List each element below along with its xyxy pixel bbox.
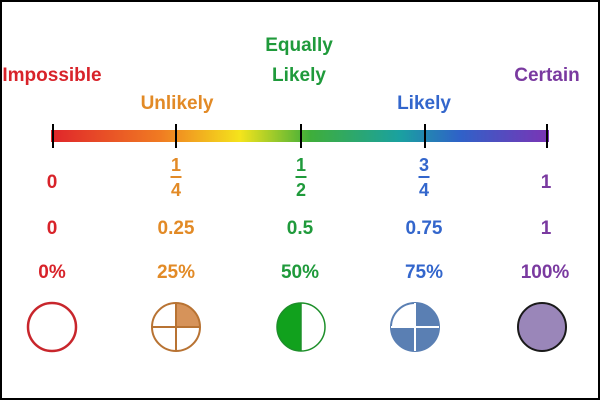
fraction-half-den: 2 [295,180,306,200]
percent-quarter: 25% [156,262,196,283]
fraction-three-quarters-bar [418,176,430,178]
fraction-quarter-num: 1 [170,155,181,175]
decimal-half: 0.5 [286,218,314,239]
fraction-three-quarters-den: 4 [418,180,429,200]
percent-1: 100% [520,262,570,283]
decimal-0: 0 [46,218,58,239]
fraction-three-quarters: 3 4 [418,155,430,200]
label-equally-likely: Equally Likely [265,31,333,91]
label-likely: Likely [397,93,451,114]
label-equally-likely-line2: Likely [272,65,326,86]
fraction-quarter: 1 4 [170,155,182,200]
fraction-quarter-den: 4 [170,180,181,200]
fraction-1: 1 [540,172,552,193]
fraction-0: 0 [46,172,58,193]
decimal-three-quarters: 0.75 [405,218,443,239]
decimal-1: 1 [540,218,552,239]
circle-half [276,302,326,352]
decimal-quarter: 0.25 [157,218,195,239]
fraction-three-quarters-num: 3 [418,155,429,175]
percent-0: 0% [38,262,66,283]
label-certain: Certain [514,65,580,86]
label-equally-likely-line1: Equally [265,35,333,56]
circle-three-quarters [390,302,440,352]
circle-impossible [26,301,78,353]
label-unlikely: Unlikely [140,93,214,114]
fraction-half: 1 2 [295,155,307,200]
circle-certain [517,302,567,352]
fraction-quarter-bar [170,176,182,178]
fraction-half-bar [295,176,307,178]
circle-quarter [151,302,201,352]
label-impossible: Impossible [2,65,102,86]
percent-half: 50% [280,262,320,283]
percent-three-quarters: 75% [404,262,444,283]
fraction-half-num: 1 [295,155,306,175]
